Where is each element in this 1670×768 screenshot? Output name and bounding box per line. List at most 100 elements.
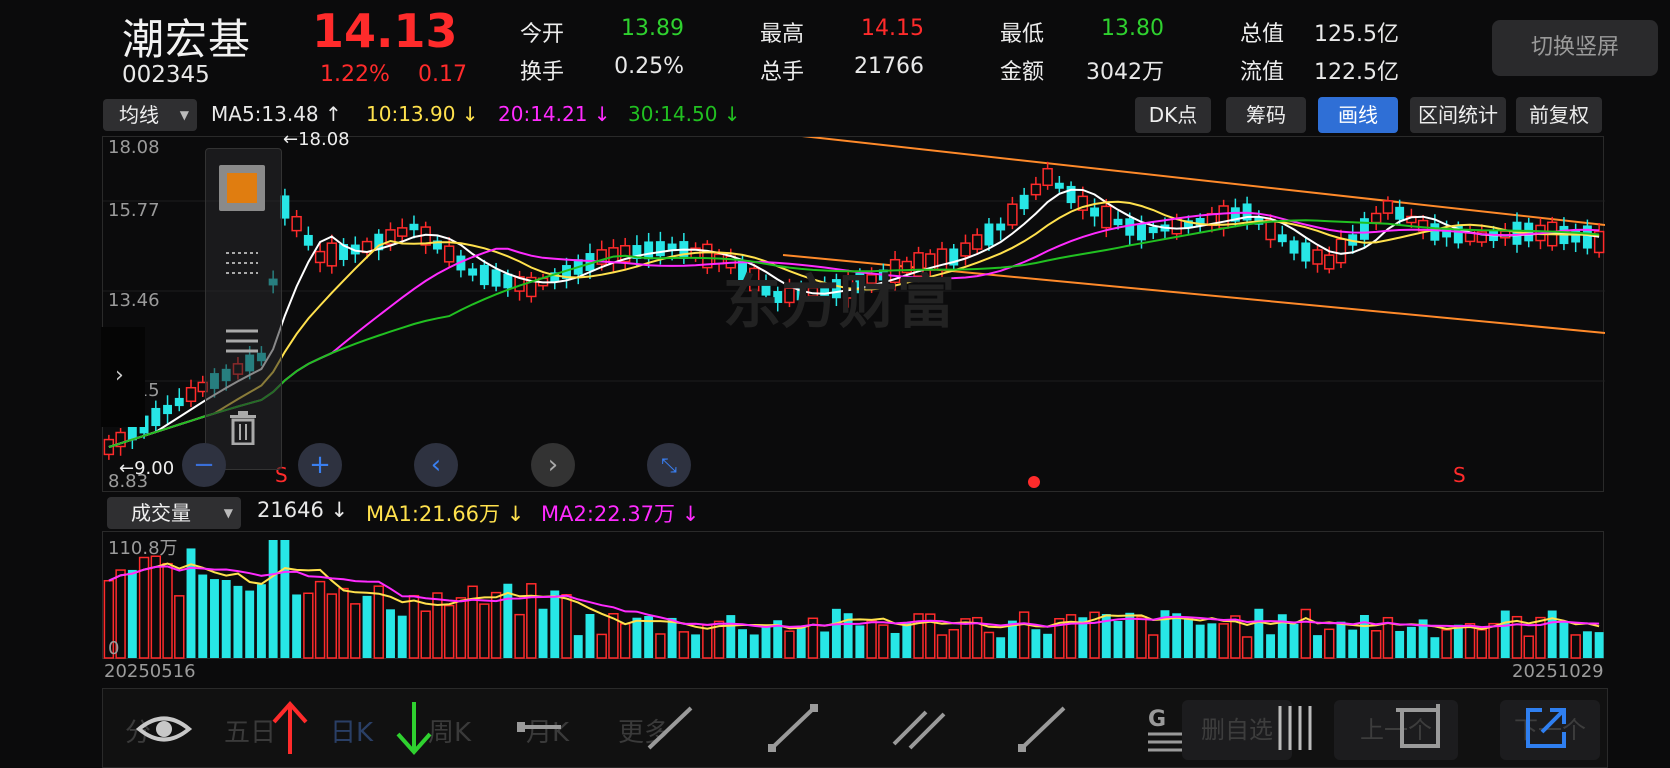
- delete-watchlist-button[interactable]: 删自选: [1182, 700, 1292, 760]
- candle[interactable]: [1113, 218, 1123, 226]
- candle[interactable]: [1453, 225, 1463, 244]
- candle[interactable]: [1007, 203, 1018, 226]
- expand-panel[interactable]: ›: [101, 327, 145, 427]
- candle[interactable]: [314, 250, 326, 264]
- candle[interactable]: [1019, 194, 1029, 210]
- line-icon-2[interactable]: [768, 704, 818, 752]
- candle[interactable]: [491, 269, 501, 287]
- arrow-down-icon[interactable]: [392, 700, 436, 756]
- candle[interactable]: [1312, 249, 1323, 265]
- candle[interactable]: [831, 279, 841, 299]
- candle[interactable]: [866, 274, 877, 284]
- minus-icon[interactable]: −: [182, 443, 226, 487]
- candle[interactable]: [960, 242, 971, 257]
- candle[interactable]: [761, 280, 771, 296]
- candle[interactable]: [1324, 254, 1335, 270]
- lines-icon[interactable]: [224, 327, 260, 357]
- candle[interactable]: [1077, 195, 1089, 211]
- plus-icon[interactable]: +: [298, 443, 342, 487]
- candle[interactable]: [432, 240, 442, 250]
- switch-portrait-button[interactable]: 切换竖屏: [1492, 20, 1658, 76]
- candle[interactable]: [1359, 218, 1369, 240]
- candle[interactable]: [936, 248, 948, 271]
- candle[interactable]: [608, 247, 619, 264]
- candle[interactable]: [479, 264, 489, 286]
- candle[interactable]: [949, 248, 959, 266]
- candle[interactable]: [1183, 220, 1193, 228]
- tab-monthly-k[interactable]: 月K: [526, 718, 570, 748]
- candle[interactable]: [374, 233, 384, 251]
- candle[interactable]: [1571, 229, 1581, 243]
- dashed-lines-icon[interactable]: [224, 249, 260, 279]
- candle[interactable]: [1137, 223, 1146, 241]
- ray-icon[interactable]: [1018, 704, 1070, 752]
- volume-chart[interactable]: 110.8万 0: [102, 531, 1604, 659]
- candle[interactable]: [503, 273, 513, 289]
- chip-button[interactable]: 筹码: [1226, 97, 1306, 133]
- collapse-icon[interactable]: ⤡: [647, 443, 691, 487]
- candle[interactable]: [303, 234, 313, 246]
- candle[interactable]: [1195, 217, 1205, 227]
- candle[interactable]: [562, 265, 571, 279]
- candle[interactable]: [339, 244, 349, 260]
- candle[interactable]: [115, 431, 126, 448]
- candle[interactable]: [655, 241, 665, 257]
- candle[interactable]: [1593, 230, 1605, 254]
- candle[interactable]: [738, 260, 747, 282]
- candle[interactable]: [1148, 226, 1158, 234]
- candle[interactable]: [749, 267, 760, 292]
- candle[interactable]: [1101, 205, 1112, 229]
- candle[interactable]: [1277, 234, 1287, 243]
- candle[interactable]: [1512, 221, 1522, 245]
- candle[interactable]: [397, 227, 408, 237]
- candle[interactable]: [1054, 182, 1064, 189]
- candle[interactable]: [901, 260, 913, 274]
- candle[interactable]: [913, 252, 924, 277]
- candle[interactable]: [1289, 240, 1299, 254]
- candle[interactable]: [1417, 219, 1429, 232]
- candle[interactable]: [1042, 167, 1053, 187]
- candle[interactable]: [1582, 225, 1592, 249]
- candle[interactable]: [1382, 200, 1394, 214]
- candle[interactable]: [820, 282, 830, 299]
- tab-five-day[interactable]: 五日: [224, 718, 277, 748]
- color-swatch-icon[interactable]: [219, 165, 265, 211]
- candle[interactable]: [1395, 206, 1405, 220]
- candle[interactable]: [855, 272, 865, 294]
- forward-adjust-button[interactable]: 前复权: [1516, 97, 1602, 133]
- candle[interactable]: [1524, 222, 1534, 242]
- trash-icon[interactable]: [228, 411, 258, 445]
- eye-icon[interactable]: [135, 708, 193, 750]
- volume-indicator-select[interactable]: 成交量 ▼: [107, 497, 241, 529]
- draw-line-button[interactable]: 画线: [1318, 97, 1398, 133]
- candle[interactable]: [585, 253, 595, 271]
- candlestick-chart[interactable]: 东方财富 18.08 15.77 13.46 11.15 8.83 ←18.08…: [101, 129, 1605, 492]
- candle[interactable]: [996, 223, 1006, 231]
- tab-weekly-k[interactable]: 周K: [428, 718, 472, 748]
- candle[interactable]: [644, 241, 654, 260]
- rectangle-icon[interactable]: [1396, 704, 1444, 752]
- vertical-lines-icon[interactable]: [1274, 704, 1320, 752]
- candle[interactable]: [163, 404, 172, 415]
- arrow-up-icon[interactable]: [268, 700, 312, 756]
- candle[interactable]: [1030, 183, 1042, 196]
- chevron-right-icon[interactable]: ›: [531, 443, 575, 487]
- candle[interactable]: [1090, 207, 1100, 217]
- candle[interactable]: [385, 229, 396, 245]
- candle[interactable]: [526, 276, 537, 298]
- candle[interactable]: [619, 245, 631, 263]
- candle[interactable]: [127, 423, 137, 441]
- candle[interactable]: [773, 291, 783, 303]
- candle[interactable]: [174, 397, 184, 407]
- candle[interactable]: [1230, 207, 1240, 222]
- candle[interactable]: [1442, 229, 1452, 238]
- candle[interactable]: [1476, 231, 1487, 243]
- candle[interactable]: [409, 223, 419, 231]
- segment-icon[interactable]: [515, 712, 565, 742]
- parallel-icon[interactable]: [890, 704, 950, 752]
- candle[interactable]: [632, 245, 642, 259]
- candle[interactable]: [1335, 238, 1347, 264]
- candle[interactable]: [350, 244, 360, 255]
- range-stats-button[interactable]: 区间统计: [1410, 97, 1506, 133]
- candle[interactable]: [291, 215, 302, 232]
